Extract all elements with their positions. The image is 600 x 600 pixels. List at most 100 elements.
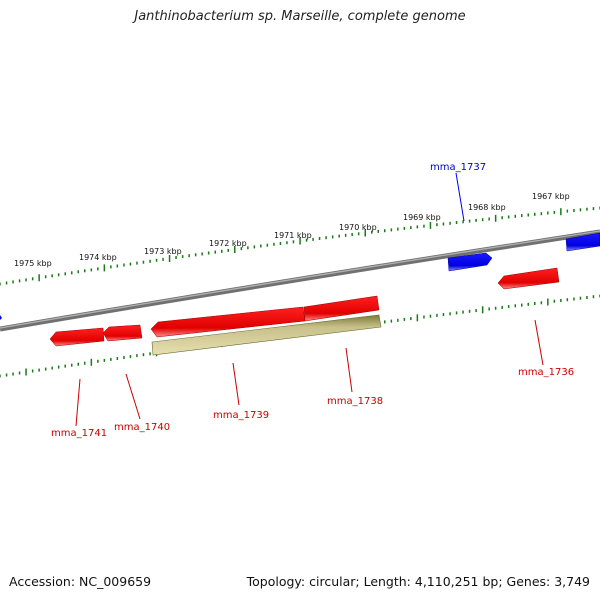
minor-tick [279, 242, 282, 245]
minor-tick [344, 233, 347, 237]
minor-tick [436, 313, 438, 317]
minor-tick [462, 310, 464, 314]
minor-tick [592, 295, 595, 299]
genome-summary-text: Topology: circular; Length: 4,110,251 bp… [246, 574, 590, 589]
gene-arrow-forward-edge[interactable] [565, 232, 600, 252]
scale-label: 1967 kbp [532, 192, 570, 201]
major-tick [38, 274, 40, 282]
minor-tick [97, 267, 99, 271]
minor-tick [84, 269, 86, 273]
leader-line-mma_1741 [75, 378, 81, 427]
feature-bar-olive[interactable] [151, 314, 382, 356]
gene-arrow-mma_1737[interactable] [447, 252, 493, 272]
minor-tick [468, 309, 471, 313]
minor-tick [0, 282, 1, 286]
major-tick [560, 208, 562, 216]
minor-tick [507, 305, 510, 309]
minor-tick [214, 250, 216, 254]
minor-tick [553, 299, 556, 303]
minor-tick [123, 356, 125, 359]
genome-backbone [0, 229, 600, 332]
minor-tick [507, 215, 510, 219]
minor-tick [305, 238, 308, 242]
minor-tick [390, 228, 393, 232]
gene-label-mma_1740[interactable]: mma_1740 [114, 422, 170, 433]
minor-tick [18, 279, 21, 283]
minor-tick [481, 218, 484, 222]
minor-tick [521, 214, 523, 218]
minor-tick [449, 221, 451, 225]
leader-line-mma_1737 [455, 172, 465, 222]
genome-backbone-highlight [0, 230, 600, 329]
minor-tick [149, 352, 151, 356]
gene-label-mma_1739[interactable]: mma_1739 [213, 410, 269, 421]
major-tick [481, 306, 484, 314]
minor-tick [38, 368, 40, 372]
minor-tick [253, 245, 256, 249]
major-tick [494, 214, 497, 222]
minor-tick [44, 367, 47, 371]
minor-tick [181, 255, 184, 259]
gene-label-mma_1736[interactable]: mma_1736 [518, 367, 574, 378]
minor-tick [31, 369, 34, 373]
scale-label: 1971 kbp [274, 231, 312, 240]
gene-arrow-mma_1736[interactable] [497, 267, 560, 290]
gene-label-mma_1737[interactable]: mma_1737 [430, 162, 486, 173]
gene-arrow-mma_1740[interactable] [102, 324, 143, 342]
minor-tick [338, 234, 340, 238]
minor-tick [371, 230, 373, 234]
minor-tick [331, 235, 334, 239]
minor-tick [240, 247, 243, 251]
minor-tick [44, 275, 47, 279]
leader-line-mma_1738 [345, 347, 353, 393]
minor-tick [51, 274, 53, 278]
minor-tick [566, 209, 569, 213]
gene-arrow-mma_1738[interactable] [303, 295, 380, 322]
minor-tick [488, 307, 490, 311]
minor-tick [442, 313, 445, 317]
minor-tick [501, 216, 503, 220]
minor-tick [579, 208, 582, 212]
gene-arrow-forward-edge-left [0, 315, 2, 320]
scale-label: 1974 kbp [79, 253, 117, 262]
minor-tick [31, 277, 34, 281]
minor-tick [247, 246, 249, 250]
minor-tick [586, 296, 588, 299]
minor-tick [57, 365, 60, 369]
minor-tick [416, 225, 419, 229]
minor-tick [377, 229, 379, 233]
minor-tick [423, 315, 425, 319]
minor-tick [494, 306, 497, 310]
minor-tick [194, 253, 197, 257]
minor-tick [292, 240, 295, 244]
scale-label: 1968 kbp [468, 203, 506, 212]
major-tick [103, 264, 106, 272]
major-tick [168, 255, 171, 262]
minor-tick [410, 317, 412, 321]
gene-arrow-mma_1739[interactable] [150, 306, 306, 338]
minor-tick [142, 353, 145, 357]
gene-label-mma_1738[interactable]: mma_1738 [327, 396, 383, 407]
minor-tick [116, 357, 119, 360]
minor-tick [207, 251, 210, 255]
minor-tick [357, 232, 360, 236]
minor-tick [266, 243, 269, 247]
minor-tick [384, 320, 386, 324]
minor-tick [468, 219, 471, 223]
scale-label: 1970 kbp [339, 223, 377, 232]
accession-text: Accession: NC_009659 [9, 574, 152, 589]
minor-tick [579, 296, 582, 300]
gene-label-mma_1741[interactable]: mma_1741 [51, 428, 107, 439]
minor-tick [5, 281, 8, 285]
minor-tick [540, 301, 543, 305]
scale-label: 1975 kbp [14, 259, 52, 268]
minor-tick [521, 303, 523, 307]
minor-tick [260, 244, 262, 248]
minor-tick [527, 302, 529, 306]
minor-tick [488, 217, 490, 221]
minor-tick [462, 220, 464, 224]
minor-tick [429, 314, 432, 318]
gene-arrow-mma_1741[interactable] [49, 327, 105, 347]
minor-tick [560, 299, 562, 302]
